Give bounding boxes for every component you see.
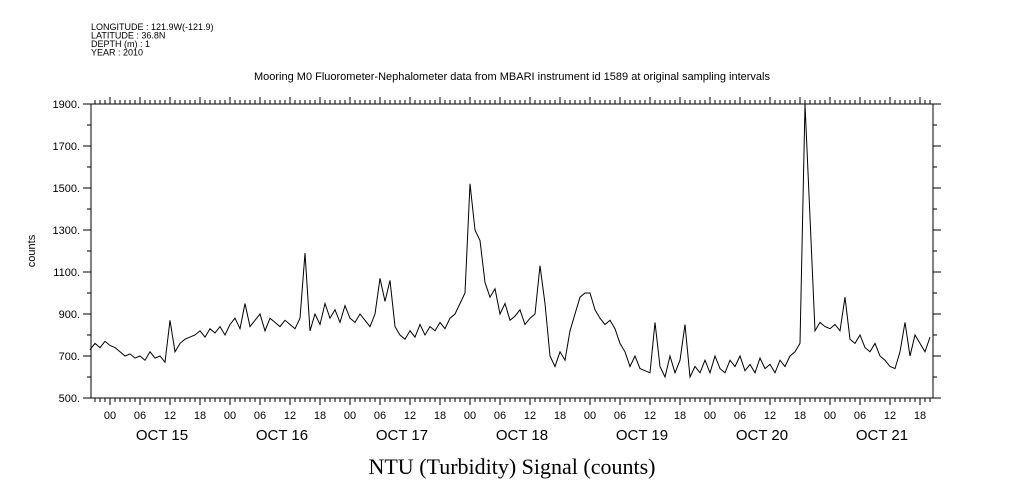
x-tick-label: 00 <box>464 410 476 422</box>
y-tick-label: 1100. <box>53 267 80 279</box>
x-tick-label: 18 <box>794 410 806 422</box>
x-tick-label: 18 <box>434 410 446 422</box>
x-tick-label: 18 <box>554 410 566 422</box>
x-day-label: OCT 15 <box>136 427 188 444</box>
x-tick-label: 00 <box>344 410 356 422</box>
x-axis-label: NTU (Turbidity) Signal (counts) <box>368 454 655 479</box>
y-tick-label: 700. <box>59 351 80 363</box>
x-tick-label: 12 <box>284 410 296 422</box>
x-day-label: OCT 16 <box>256 427 308 444</box>
x-tick-label: 06 <box>854 410 866 422</box>
ntu-series-line <box>89 103 931 379</box>
x-tick-label: 00 <box>584 410 596 422</box>
axes: 500. 700. 900. 1100. 1300. 1500. 1700. 1900. 00 0… <box>52 97 941 444</box>
x-tick-label: 06 <box>734 410 746 422</box>
x-day-label: OCT 17 <box>376 427 428 444</box>
metadata-line: LATITUDE : 36.8N <box>91 31 165 41</box>
x-tick-label: 00 <box>224 410 236 422</box>
x-day-label: OCT 20 <box>736 427 788 444</box>
x-tick-label: 12 <box>764 410 776 422</box>
x-tick-label: 06 <box>134 410 146 422</box>
x-tick-label: 12 <box>644 410 656 422</box>
x-tick-label: 00 <box>104 410 116 422</box>
metadata-line: YEAR : 2010 <box>91 48 143 58</box>
x-tick-label: 12 <box>524 410 536 422</box>
y-tick-label: 1300. <box>52 225 80 237</box>
x-tick-label: 06 <box>614 410 626 422</box>
y-tick-label: 1700. <box>52 141 80 153</box>
x-tick-label: 00 <box>704 410 716 422</box>
x-tick-label: 18 <box>914 410 926 422</box>
x-day-label: OCT 18 <box>496 427 548 444</box>
x-tick-label: 18 <box>194 410 206 422</box>
y-tick-label: 500. <box>59 393 80 405</box>
metadata-block: LONGITUDE : 121.9W(-121.9)LATITUDE : 36.… <box>91 22 214 58</box>
x-tick-label: 18 <box>314 410 326 422</box>
x-tick-label: 18 <box>674 410 686 422</box>
chart-title: Mooring M0 Fluorometer-Nephalometer data… <box>254 71 771 83</box>
x-tick-label: 00 <box>824 410 836 422</box>
x-day-label: OCT 21 <box>856 427 908 444</box>
y-tick-label: 900. <box>59 309 80 321</box>
y-tick-label: 1900. <box>52 99 80 111</box>
y-axis-label: counts <box>26 234 38 267</box>
x-tick-label: 12 <box>164 410 176 422</box>
metadata-line: LONGITUDE : 121.9W(-121.9) <box>91 22 214 32</box>
x-tick-label: 12 <box>884 410 896 422</box>
x-tick-label: 12 <box>404 410 416 422</box>
x-day-label: OCT 19 <box>616 427 668 444</box>
x-tick-label: 06 <box>254 410 266 422</box>
x-tick-label: 06 <box>494 410 506 422</box>
metadata-line: DEPTH (m) : 1 <box>91 39 150 49</box>
x-tick-label: 06 <box>374 410 386 422</box>
y-tick-label: 1500. <box>52 183 80 195</box>
